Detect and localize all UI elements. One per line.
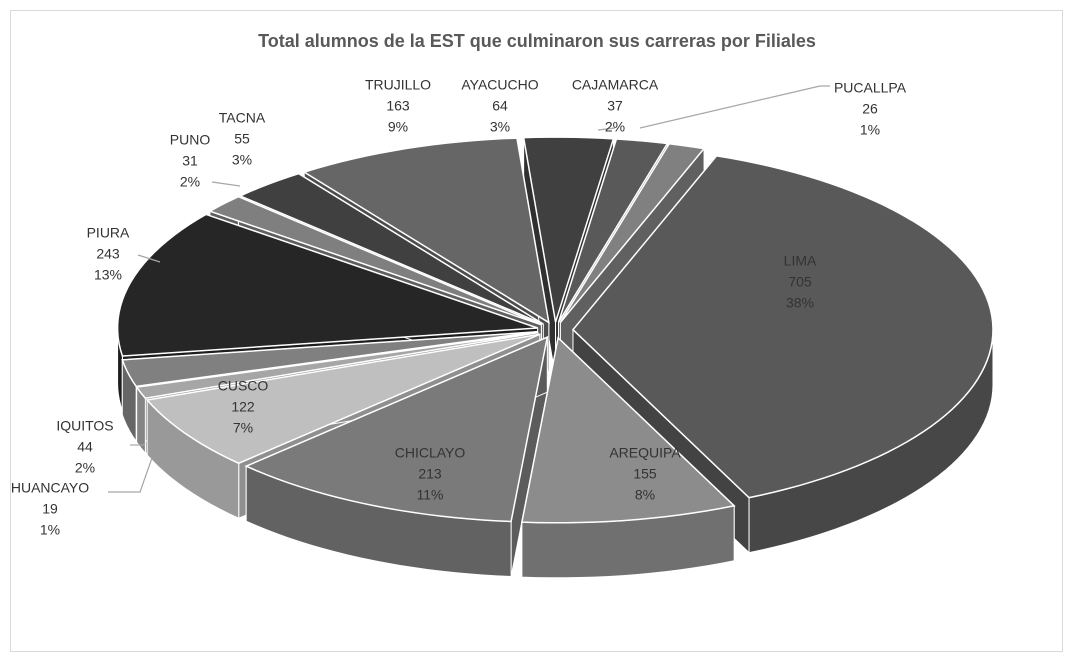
label-name: CHICLAYO bbox=[395, 445, 466, 461]
slice bbox=[302, 137, 550, 325]
label-name: AYACUCHO bbox=[461, 77, 538, 93]
slice bbox=[559, 142, 706, 323]
leader-line bbox=[211, 181, 241, 187]
chart-title: Total alumnos de la EST que culminaron s… bbox=[258, 31, 816, 51]
label-name: LIMA bbox=[784, 253, 817, 269]
label-name: AREQUIPA bbox=[609, 445, 681, 461]
label-percent: 2% bbox=[75, 460, 95, 476]
label-value: 155 bbox=[633, 466, 657, 482]
slice bbox=[208, 195, 542, 326]
slice bbox=[557, 138, 669, 323]
label-value: 122 bbox=[231, 399, 255, 415]
slice bbox=[244, 335, 549, 523]
label-percent: 13% bbox=[94, 267, 122, 283]
label-percent: 7% bbox=[233, 420, 253, 436]
slice bbox=[571, 155, 994, 499]
label-percent: 3% bbox=[490, 119, 510, 135]
leader-line bbox=[108, 457, 153, 493]
label-value: 213 bbox=[418, 466, 442, 482]
label-name: PUNO bbox=[170, 132, 211, 148]
label-name: CAJAMARCA bbox=[572, 77, 659, 93]
label-name: TRUJILLO bbox=[365, 77, 431, 93]
label-percent: 9% bbox=[388, 119, 408, 135]
leader-line bbox=[639, 85, 830, 129]
label-percent: 11% bbox=[417, 487, 444, 503]
label-value: 705 bbox=[788, 274, 812, 290]
label-value: 37 bbox=[607, 98, 623, 114]
slice bbox=[116, 213, 538, 357]
label-name: HUANCAYO bbox=[11, 480, 89, 496]
leader-line bbox=[137, 254, 161, 263]
label-value: 44 bbox=[77, 439, 93, 455]
slice bbox=[145, 333, 541, 465]
label-value: 64 bbox=[492, 98, 508, 114]
label-value: 19 bbox=[42, 501, 58, 517]
label-percent: 1% bbox=[860, 122, 880, 138]
label-value: 163 bbox=[386, 98, 410, 114]
label-percent: 38% bbox=[786, 295, 814, 311]
slice bbox=[135, 331, 539, 400]
label-value: 243 bbox=[96, 246, 120, 262]
label-percent: 2% bbox=[605, 119, 625, 135]
label-percent: 8% bbox=[635, 487, 655, 503]
label-percent: 2% bbox=[180, 174, 200, 190]
label-name: CUSCO bbox=[218, 378, 269, 394]
label-value: 26 bbox=[862, 101, 878, 117]
label-value: 55 bbox=[234, 131, 250, 147]
label-name: IQUITOS bbox=[56, 418, 113, 434]
label-name: TACNA bbox=[219, 110, 266, 126]
label-value: 31 bbox=[182, 153, 198, 169]
slice bbox=[520, 336, 736, 524]
slice bbox=[238, 172, 544, 325]
leader-line bbox=[597, 127, 616, 131]
data-labels: LIMA 705 38% AREQUIPA 155 8% CHICLAYO 213 11% CUS… bbox=[11, 77, 907, 538]
slice bbox=[121, 331, 538, 388]
label-name: PUCALLPA bbox=[834, 80, 907, 96]
label-name: PIURA bbox=[87, 225, 130, 241]
label-percent: 3% bbox=[232, 152, 252, 168]
label-percent: 1% bbox=[40, 522, 60, 538]
slice bbox=[522, 136, 615, 323]
pie bbox=[116, 136, 994, 579]
